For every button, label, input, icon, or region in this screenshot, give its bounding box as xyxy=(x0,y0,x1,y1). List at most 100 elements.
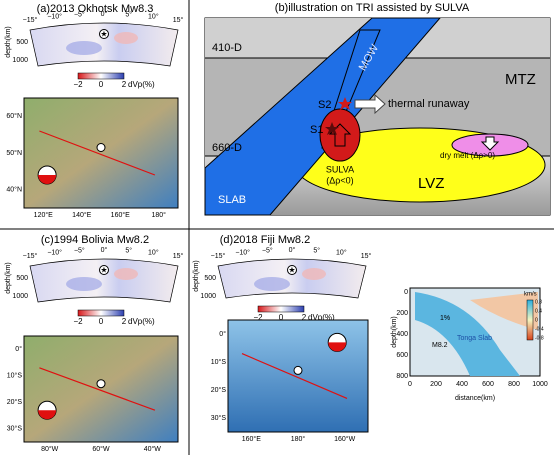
anomaly xyxy=(66,41,102,55)
angle-label: −15° xyxy=(211,252,226,260)
anomaly xyxy=(470,292,538,330)
lat-label: 50°N xyxy=(6,149,22,157)
angle-label: 10° xyxy=(336,249,347,257)
inset-colorbar xyxy=(526,299,534,341)
label: S2 xyxy=(318,99,331,111)
profile xyxy=(39,130,156,176)
profile xyxy=(39,367,156,411)
hypocenter-star: ★ xyxy=(100,30,107,39)
panel-title: (c)1994 Bolivia Mw8.2 xyxy=(41,234,149,246)
lat-label: 0° xyxy=(219,330,226,338)
colorbar-tick: −2 xyxy=(73,80,83,89)
label: thermal runaway xyxy=(388,98,470,110)
angle-label: 10° xyxy=(148,13,159,21)
x-tick-label: 600 xyxy=(482,381,494,388)
lat-label: 10°S xyxy=(211,358,227,366)
label: 410-D xyxy=(212,42,242,54)
depth-label: 500 xyxy=(16,39,28,46)
angle-label: −5° xyxy=(74,11,85,19)
illustration: (b)illustration on TRI assisted by SULVA… xyxy=(204,2,551,216)
lon-label: 140°E xyxy=(72,211,91,219)
label: km/s xyxy=(524,292,537,298)
colorbar-tick: −2 xyxy=(73,317,83,326)
lon-label: 160°W xyxy=(334,435,355,443)
anomaly xyxy=(254,277,290,291)
lon-label: 160°E xyxy=(111,211,130,219)
lon-label: 180° xyxy=(152,211,167,219)
colorbar-tick: -0.4 xyxy=(535,326,544,332)
colorbar-tick: 0 xyxy=(279,313,284,322)
beachball-quadrant xyxy=(38,175,57,184)
cross-section xyxy=(29,258,179,303)
star xyxy=(325,122,339,135)
slab xyxy=(204,17,442,216)
depth-label: 1000 xyxy=(12,293,28,300)
axis-label: depth(km) xyxy=(193,260,200,292)
lat-label: 20°S xyxy=(7,398,23,406)
angle-label: 5° xyxy=(125,11,132,19)
hypocenter xyxy=(287,265,297,275)
axis-label: depth(km) xyxy=(5,26,12,58)
angle-label: −10° xyxy=(235,249,250,257)
angle-label: 15° xyxy=(173,252,184,260)
angle-label: 0° xyxy=(289,246,296,254)
label: M8.2 xyxy=(432,342,448,349)
label: 1% xyxy=(440,315,450,322)
epicenter xyxy=(96,379,106,389)
label: LVZ xyxy=(418,175,444,192)
depth-label: 500 xyxy=(16,275,28,282)
axis-label: distance(km) xyxy=(455,395,495,402)
x-tick-label: 200 xyxy=(430,381,442,388)
label: SLAB xyxy=(218,194,246,206)
angle-label: 10° xyxy=(148,249,159,257)
colorbar-tick: 2 xyxy=(122,80,127,89)
hypocenter-star: ★ xyxy=(288,266,295,275)
y-tick-label: 400 xyxy=(396,331,408,338)
x-tick-label: 0 xyxy=(408,381,412,388)
axis-label: depth(km) xyxy=(391,316,398,348)
label: dry melt (Δρ>0) xyxy=(440,151,495,160)
label: Tonga Slab xyxy=(457,335,492,342)
angle-label: 5° xyxy=(313,247,320,255)
anomaly xyxy=(302,268,326,280)
map xyxy=(23,97,179,209)
y-tick-label: 600 xyxy=(396,352,408,359)
lon-label: 80°W xyxy=(41,445,59,453)
label: 660-D xyxy=(212,142,242,154)
angle-label: 15° xyxy=(173,16,184,24)
arrow-down xyxy=(480,136,500,151)
hypocenter xyxy=(99,265,109,275)
panel-title: (b)illustration on TRI assisted by SULVA xyxy=(275,2,470,14)
angle-label: −5° xyxy=(74,247,85,255)
hypocenter-star: ★ xyxy=(100,266,107,275)
lon-label: 160°E xyxy=(242,435,261,443)
anomaly xyxy=(66,277,102,291)
slab-anomaly xyxy=(415,292,520,376)
x-tick-label: 1000 xyxy=(532,381,548,388)
hypocenter xyxy=(99,29,109,39)
angle-label: −10° xyxy=(47,249,62,257)
arrow-right xyxy=(354,93,386,115)
map xyxy=(227,319,369,433)
depth-label: 500 xyxy=(204,275,216,282)
label: (Δρ<0) xyxy=(326,175,353,185)
angle-label: 5° xyxy=(125,247,132,255)
lat-label: 40°N xyxy=(6,186,22,194)
colorbar-tick: 0.8 xyxy=(535,299,542,305)
axis-label: depth(km) xyxy=(5,262,12,294)
lat-label: 60°N xyxy=(6,112,22,120)
star xyxy=(338,97,352,110)
x-tick-label: 800 xyxy=(508,381,520,388)
lat-label: 0° xyxy=(15,345,22,353)
label: S1 xyxy=(310,124,323,136)
label: SULVA xyxy=(326,164,354,174)
colorbar-tick: 2 xyxy=(122,317,127,326)
anomaly xyxy=(114,32,138,44)
lat-label: 20°S xyxy=(211,386,227,394)
lat-label: 10°S xyxy=(7,372,23,380)
anomaly xyxy=(114,268,138,280)
colorbar-label: dVp(%) xyxy=(128,317,155,326)
colorbar-label: dVp(%) xyxy=(128,80,155,89)
beachball-quadrant xyxy=(38,410,57,420)
angle-label: 15° xyxy=(361,252,372,260)
